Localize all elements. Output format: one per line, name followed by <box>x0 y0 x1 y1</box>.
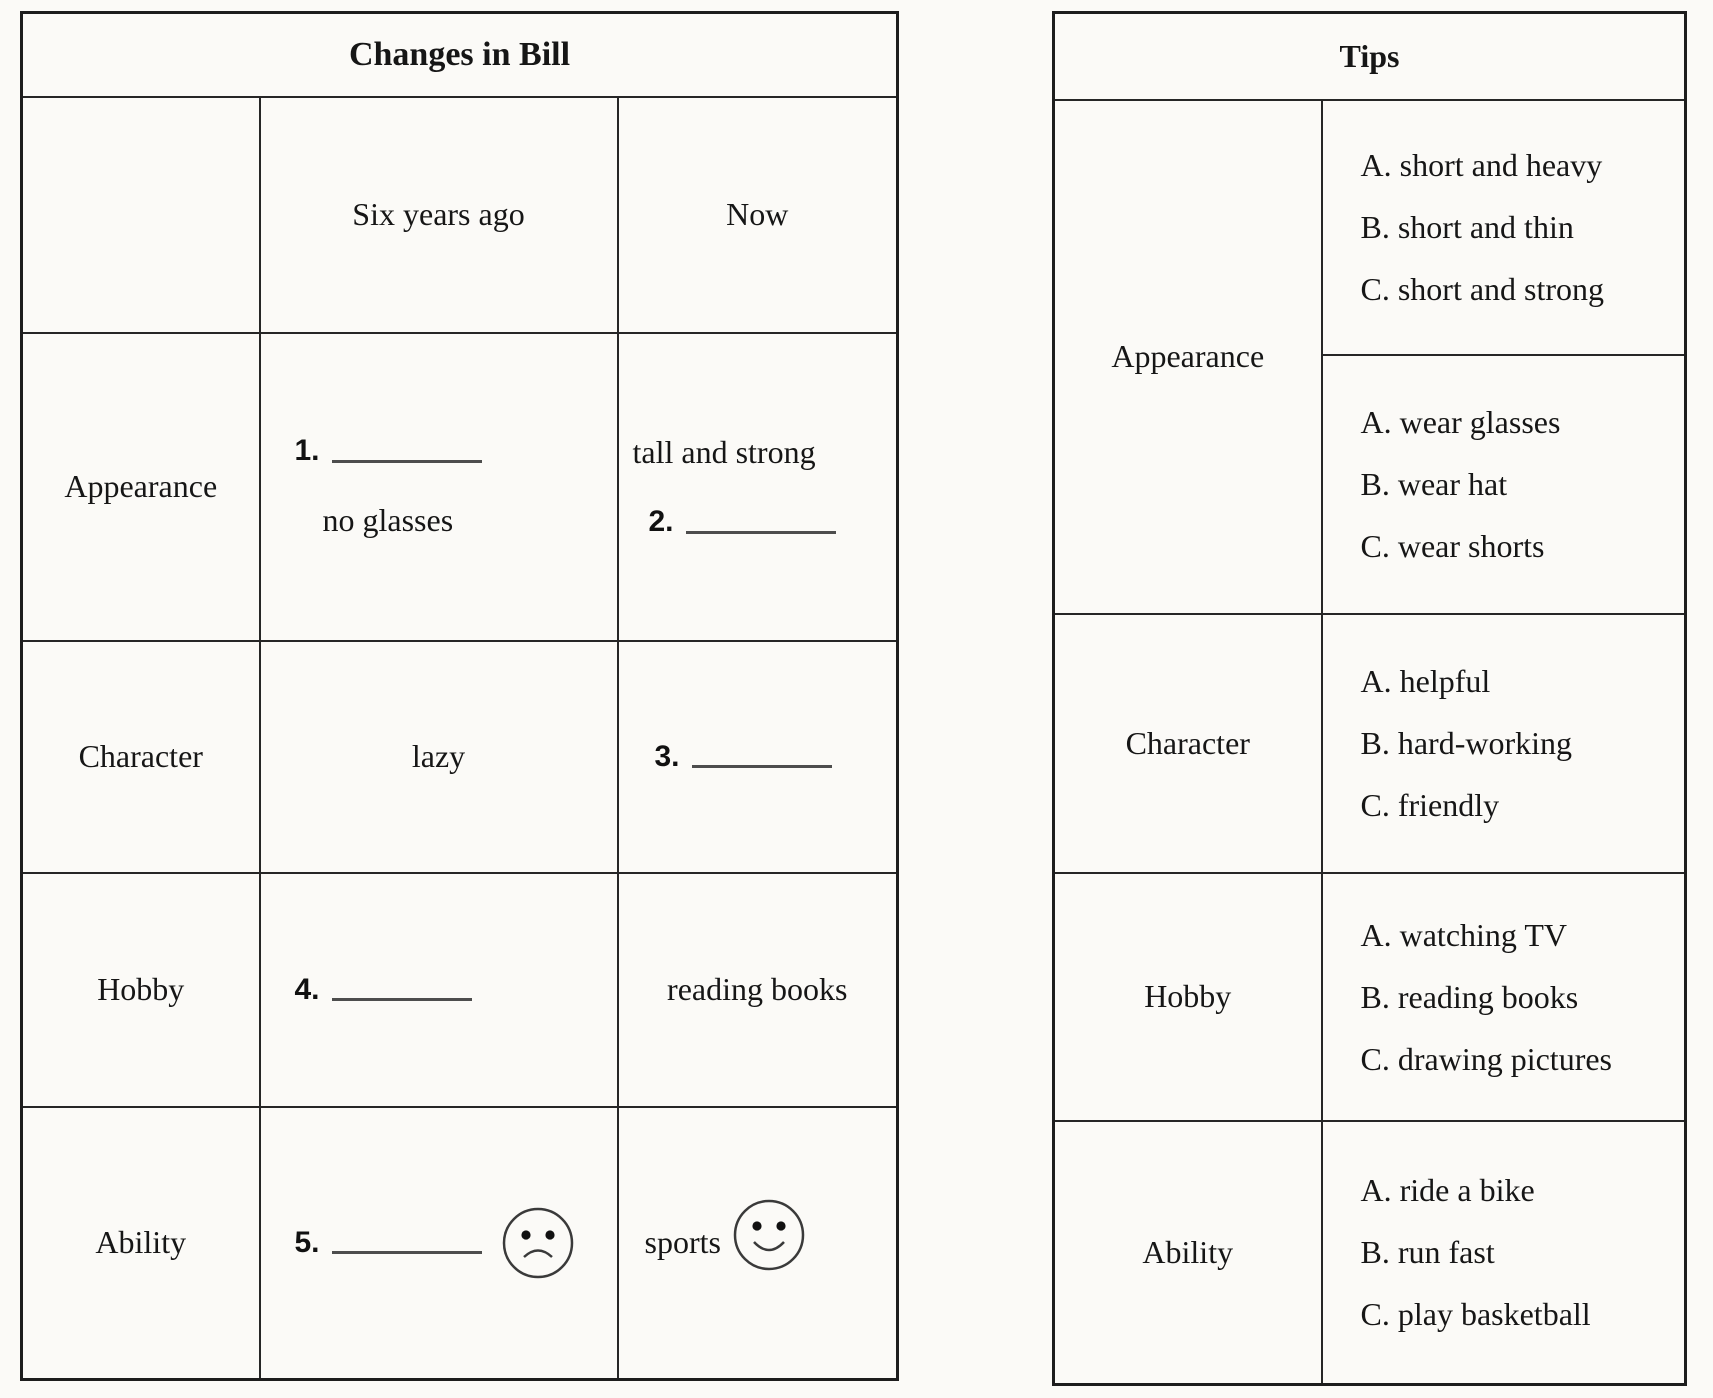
hobby-now-cell: reading books <box>616 871 899 1108</box>
col-header-six-years-ago: Six years ago <box>258 95 619 334</box>
ability-now-text: sports <box>644 1224 721 1261</box>
tip-option-b: B. wear hat <box>1360 466 1508 502</box>
ability-now-cell: sports <box>616 1105 899 1381</box>
blank-4-line: 4. <box>261 973 617 1007</box>
blank-1-line: 1. <box>261 434 617 468</box>
tip-option-a: A. ride a bike <box>1360 1172 1535 1209</box>
tip-option-c: C. friendly <box>1360 787 1500 823</box>
tips-hobby-cell: A. watching TV B. reading books C. drawi… <box>1320 871 1687 1122</box>
character-past-cell: lazy <box>258 639 619 874</box>
appearance-past-note: no glasses <box>322 502 454 538</box>
tips-appearance-group1-cell: A. short and heavy B. short and thin C. … <box>1320 98 1687 356</box>
tips-ability-options: A. ride a bike B. run fast C. play baske… <box>1323 1159 1685 1345</box>
tips-appearance-group2: A. wear glasses B. wear hat C. wear shor… <box>1323 391 1685 577</box>
row-label-character: Character <box>20 639 261 874</box>
tips-appearance-group2-cell: A. wear glasses B. wear hat C. wear shor… <box>1320 353 1687 615</box>
blank-5-number: 5. <box>294 1225 320 1259</box>
appearance-past-cell: 1. no glasses <box>258 331 619 642</box>
appearance-now-content: tall and strong 2. <box>619 434 897 539</box>
answer-blank-1 <box>331 459 482 463</box>
tips-appearance-group1: A. short and heavy B. short and thin C. … <box>1323 134 1685 320</box>
tips-row-label-hobby: Hobby <box>1052 871 1323 1122</box>
changes-table-title: Changes in Bill <box>20 11 899 98</box>
blank-3-number: 3. <box>654 739 680 773</box>
tips-hobby-options: A. watching TV B. reading books C. drawi… <box>1323 904 1685 1090</box>
tips-character-cell: A. helpful B. hard-working C. friendly <box>1320 612 1687 874</box>
blank-2-line: 2. <box>619 505 897 539</box>
tip-option-c: C. play basketball <box>1360 1296 1591 1333</box>
tips-character-options: A. helpful B. hard-working C. friendly <box>1323 650 1685 836</box>
tips-row-label-ability: Ability <box>1052 1119 1323 1386</box>
tips-table: Tips Appearance A. short and heavy B. sh… <box>1052 11 1687 1386</box>
tip-option-b: B. run fast <box>1360 1234 1495 1271</box>
appearance-now-cell: tall and strong 2. <box>616 331 899 642</box>
happy-face-icon <box>733 1199 805 1270</box>
tip-option-b: B. reading books <box>1360 978 1579 1015</box>
hobby-past-cell: 4. <box>258 871 619 1108</box>
row-label-ability: Ability <box>20 1105 261 1381</box>
row-label-hobby: Hobby <box>20 871 261 1108</box>
tip-option-a: A. short and heavy <box>1360 147 1603 183</box>
answer-blank-4 <box>331 998 472 1001</box>
tip-option-a: A. wear glasses <box>1360 404 1561 440</box>
tip-option-c: C. short and strong <box>1360 271 1605 307</box>
col-header-now: Now <box>616 95 899 334</box>
tips-table-title: Tips <box>1052 11 1687 101</box>
blank-4-number: 4. <box>294 972 320 1006</box>
tip-option-c: C. wear shorts <box>1360 528 1545 564</box>
row-label-appearance: Appearance <box>20 331 261 642</box>
tips-row-label-appearance: Appearance <box>1052 98 1323 615</box>
sad-face-icon <box>502 1207 573 1278</box>
tip-option-a: A. watching TV <box>1360 916 1567 953</box>
tip-option-b: B. hard-working <box>1360 725 1573 761</box>
tips-row-label-character: Character <box>1052 612 1323 874</box>
blank-5-line: 5. <box>261 1205 617 1281</box>
answer-blank-2 <box>685 530 836 534</box>
changes-in-bill-table: Changes in Bill Six years ago Now Appear… <box>20 11 900 1381</box>
blank-2-number: 2. <box>648 505 674 538</box>
ability-past-cell: 5. <box>258 1105 619 1381</box>
answer-blank-5 <box>331 1251 482 1255</box>
corner-empty-cell <box>20 95 261 334</box>
tip-option-a: A. helpful <box>1360 663 1491 699</box>
blank-3-line: 3. <box>619 740 897 774</box>
answer-blank-3 <box>691 765 832 768</box>
appearance-now-text: tall and strong <box>632 434 816 470</box>
ability-now-content: sports <box>619 1199 897 1281</box>
character-now-cell: 3. <box>616 639 899 874</box>
blank-1-number: 1. <box>294 434 320 467</box>
tip-option-b: B. short and thin <box>1360 209 1574 245</box>
tips-ability-cell: A. ride a bike B. run fast C. play baske… <box>1320 1119 1687 1386</box>
appearance-past-content: 1. no glasses <box>261 434 617 539</box>
tip-option-c: C. drawing pictures <box>1360 1040 1613 1077</box>
